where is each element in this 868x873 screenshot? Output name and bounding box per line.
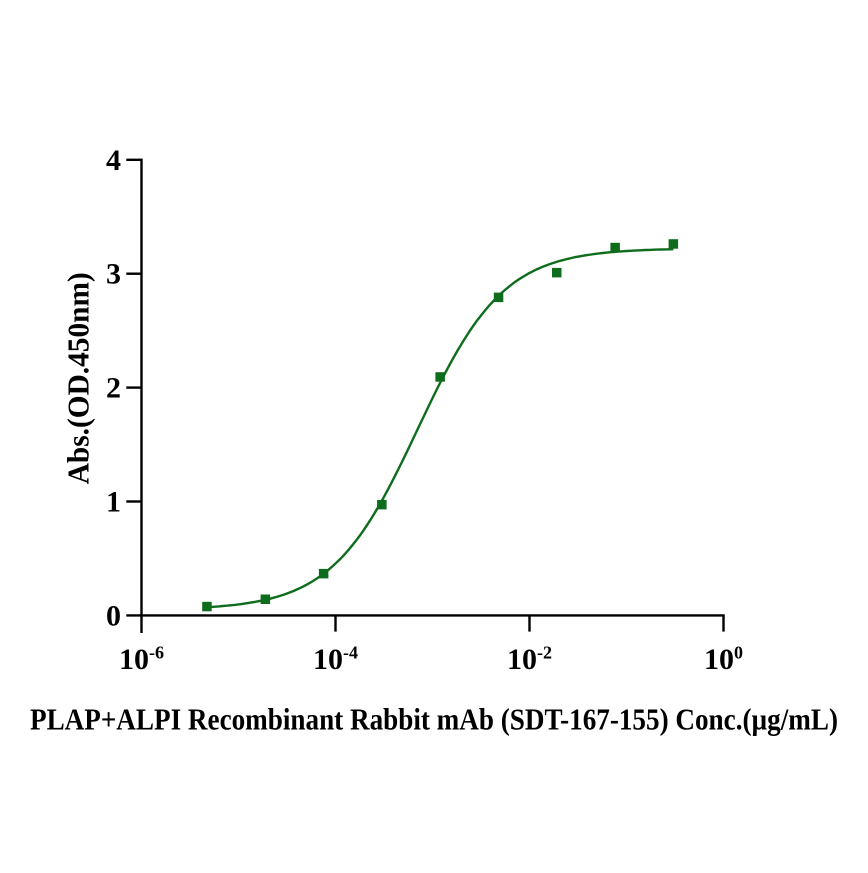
svg-text:Abs.(OD.450nm): Abs.(OD.450nm) bbox=[61, 272, 96, 484]
svg-text:4: 4 bbox=[106, 144, 121, 177]
svg-text:PLAP+ALPI Recombinant Rabbit m: PLAP+ALPI Recombinant Rabbit mAb (SDT-16… bbox=[30, 702, 838, 737]
svg-text:3: 3 bbox=[106, 258, 121, 291]
svg-text:0: 0 bbox=[106, 599, 121, 632]
svg-text:1: 1 bbox=[106, 486, 121, 519]
svg-text:100: 100 bbox=[704, 643, 743, 677]
svg-text:2: 2 bbox=[106, 372, 121, 405]
